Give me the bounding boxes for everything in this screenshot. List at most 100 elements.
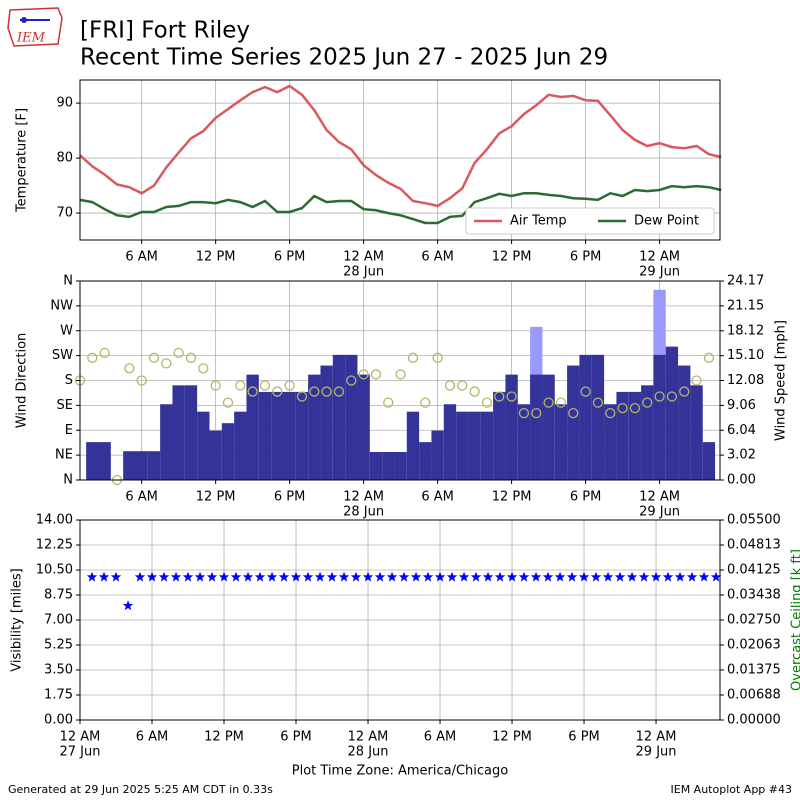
bar: [456, 411, 469, 480]
point: [568, 407, 579, 419]
y-tick-label: 3.50: [44, 663, 73, 678]
point: [86, 571, 98, 582]
bar: [542, 374, 555, 480]
bar: [123, 451, 136, 480]
point: [554, 571, 566, 582]
bar: [690, 385, 703, 480]
point: [410, 571, 422, 582]
x-tick-label: 6 PM: [280, 730, 311, 745]
legend-box: [465, 207, 715, 235]
point: [247, 386, 258, 397]
point: [358, 369, 369, 380]
point: [506, 391, 517, 402]
x-tick-label: 6 AM: [125, 490, 158, 505]
x-tick-date: 29 Jun: [639, 505, 680, 520]
point: [398, 571, 410, 582]
point: [278, 571, 290, 582]
logo-dot: [21, 17, 27, 23]
point: [198, 363, 209, 374]
x-tick-label: 6 AM: [421, 250, 454, 265]
point: [362, 571, 374, 582]
y-tick-label: E: [65, 423, 73, 438]
plot-frame: [79, 519, 721, 721]
y-tick-label: N: [63, 274, 73, 289]
point: [206, 571, 218, 582]
point: [98, 571, 110, 582]
footer-right: IEM Autoplot App #43: [671, 783, 793, 796]
bar: [160, 404, 173, 480]
x-tick-label: 6 PM: [568, 730, 599, 745]
y-tick-label: 5.25: [44, 638, 73, 653]
y2-tick-label: 0.01375: [727, 663, 781, 678]
point: [580, 386, 591, 397]
y2-tick-label: 18.12: [727, 323, 764, 338]
plot-frame: [79, 79, 721, 241]
x-tick-label: 12 PM: [196, 250, 236, 265]
y2-tick-label: 0.00688: [727, 688, 781, 703]
x-tick-label: 6 PM: [274, 490, 305, 505]
x-tick-label: 12 AM: [639, 250, 680, 265]
x-tick-date: 29 Jun: [639, 265, 680, 280]
y2-tick-label: 9.06: [727, 398, 756, 413]
point: [395, 369, 406, 380]
point: [494, 571, 506, 582]
footer-left: Generated at 29 Jun 2025 5:25 AM CDT in …: [8, 783, 273, 796]
point: [614, 571, 626, 582]
point: [314, 571, 326, 582]
y2-tick-label: 0.02063: [727, 638, 781, 653]
y-tick-label: N: [63, 473, 73, 488]
bar: [209, 430, 222, 480]
y2-tick-label: 6.04: [727, 423, 756, 438]
point: [691, 375, 702, 386]
bar: [234, 411, 247, 480]
point: [506, 571, 518, 582]
bar: [295, 391, 309, 480]
point: [272, 386, 283, 397]
point: [182, 571, 194, 582]
y2-tick-label: 12.08: [727, 373, 764, 388]
y2-axis-label: Overcast Ceiling [k ft]: [790, 549, 800, 691]
point: [617, 402, 628, 414]
bar: [283, 391, 296, 480]
x-tick-date: 28 Jun: [348, 745, 389, 760]
point: [592, 397, 604, 408]
x-tick-label: 12 PM: [492, 490, 532, 505]
y2-tick-label: 24.17: [727, 274, 764, 289]
point: [482, 571, 494, 582]
point: [170, 571, 182, 582]
point: [383, 397, 394, 408]
bar: [567, 365, 580, 480]
bar: [641, 385, 654, 480]
y-tick-label: 8.75: [44, 588, 73, 603]
point: [350, 571, 362, 582]
point: [124, 363, 135, 374]
x-tick-date: 29 Jun: [636, 745, 677, 760]
bar: [493, 391, 506, 480]
legend-label: Air Temp: [510, 214, 567, 229]
point: [703, 352, 715, 363]
point: [259, 380, 271, 391]
point: [230, 571, 242, 582]
point: [605, 407, 616, 419]
y-tick-label: 80: [56, 151, 73, 166]
y2-axis-label: Wind Speed [mph]: [774, 320, 789, 441]
point: [386, 571, 398, 582]
y-tick-label: SE: [57, 398, 73, 413]
legend-label: Dew Point: [634, 214, 699, 229]
point: [698, 571, 710, 582]
point: [458, 571, 470, 582]
bar: [271, 391, 284, 480]
y-tick-label: 10.50: [36, 563, 73, 578]
point: [662, 571, 674, 582]
point: [555, 397, 567, 408]
x-tick-label: 12 AM: [343, 250, 384, 265]
bar: [382, 452, 395, 480]
x-axis-label: Plot Time Zone: America/Chicago: [292, 764, 508, 779]
point: [602, 571, 614, 582]
point: [110, 571, 122, 582]
bar: [135, 451, 148, 480]
point: [161, 358, 172, 369]
point: [542, 571, 554, 582]
bar: [591, 354, 605, 480]
